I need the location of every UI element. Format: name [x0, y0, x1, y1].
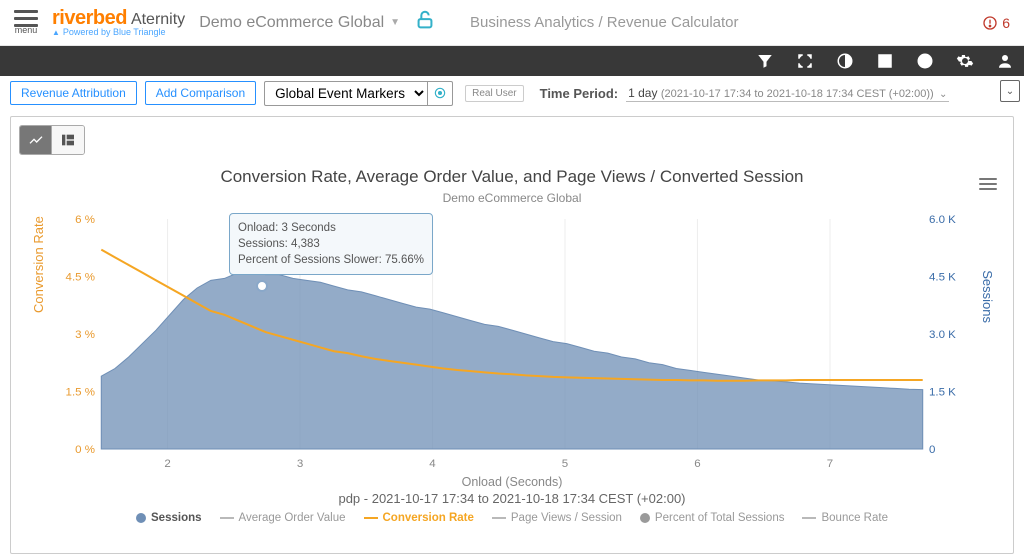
svg-text:1.5 K: 1.5 K [929, 387, 956, 399]
chart-menu-icon[interactable] [979, 175, 997, 193]
svg-text:5: 5 [562, 458, 568, 470]
location-pin-icon[interactable] [427, 81, 452, 106]
film-icon[interactable] [876, 52, 894, 70]
y-axis-left-title: Conversion Rate [31, 216, 46, 313]
chart-hover-marker [256, 280, 268, 292]
fullscreen-icon[interactable] [796, 52, 814, 70]
panel-options-dropdown[interactable]: ⌄ [1000, 80, 1020, 102]
chart-subtitle: Demo eCommerce Global [21, 191, 1003, 205]
top-bar: menu riverbed Aternity Powered by Blue T… [0, 0, 1024, 46]
chart-legend: Sessions Average Order Value Conversion Ra… [21, 512, 1003, 524]
x-axis-title: Onload (Seconds) [21, 475, 1003, 489]
time-period-value[interactable]: 1 day (2021-10-17 17:34 to 2021-10-18 17… [626, 85, 949, 102]
legend-item[interactable]: Bounce Rate [802, 512, 888, 524]
view-toggle [19, 125, 85, 155]
svg-text:2: 2 [164, 458, 170, 470]
toolbar [0, 46, 1024, 76]
app-name-label: Demo eCommerce Global [199, 14, 384, 32]
svg-text:4.5 %: 4.5 % [66, 272, 95, 284]
legend-item[interactable]: Conversion Rate [364, 512, 474, 524]
svg-text:3.0 K: 3.0 K [929, 329, 956, 341]
help-icon[interactable] [916, 52, 934, 70]
brand-logo: riverbed [52, 8, 127, 28]
legend-item[interactable]: Percent of Total Sessions [640, 512, 785, 524]
svg-text:7: 7 [827, 458, 833, 470]
brand: riverbed Aternity Powered by Blue Triang… [52, 8, 185, 37]
legend-item[interactable]: Page Views / Session [492, 512, 622, 524]
chart-view-button[interactable] [20, 126, 52, 154]
svg-text:0 %: 0 % [75, 444, 95, 456]
filter-bar: Revenue Attribution Add Comparison Globa… [0, 76, 1024, 110]
x-axis-subtitle: pdp - 2021-10-17 17:34 to 2021-10-18 17:… [21, 491, 1003, 506]
contrast-icon[interactable] [836, 52, 854, 70]
event-marker-select-wrap: Global Event Markers [264, 81, 453, 106]
svg-text:1.5 %: 1.5 % [66, 387, 95, 399]
gear-icon[interactable] [956, 52, 974, 70]
menu-button-wrap[interactable]: menu [14, 10, 38, 35]
chart-panel: Conversion Rate, Average Order Value, an… [10, 116, 1014, 554]
alert-count: 6 [1002, 15, 1010, 31]
legend-item[interactable]: Average Order Value [220, 512, 346, 524]
real-user-badge[interactable]: Real User [465, 85, 523, 102]
event-marker-select[interactable]: Global Event Markers [265, 83, 427, 104]
chart-tooltip: Onload: 3 Seconds Sessions: 4,383 Percen… [229, 213, 433, 275]
filter-icon[interactable] [756, 52, 774, 70]
svg-text:4: 4 [429, 458, 435, 470]
svg-text:3 %: 3 % [75, 329, 95, 341]
lock-open-icon[interactable] [414, 9, 436, 36]
breadcrumb: Business Analytics / Revenue Calculator [470, 14, 738, 31]
legend-item[interactable]: Sessions [136, 512, 202, 524]
time-period-label: Time Period: [540, 86, 619, 101]
brand-product: Aternity [131, 12, 185, 28]
chart-title: Conversion Rate, Average Order Value, an… [21, 167, 1003, 187]
y-axis-right-title: Sessions [980, 270, 995, 323]
menu-label: menu [14, 25, 38, 35]
svg-text:6: 6 [694, 458, 700, 470]
svg-text:0: 0 [929, 444, 935, 456]
alert-indicator[interactable]: 6 [982, 15, 1010, 31]
app-selector[interactable]: Demo eCommerce Global ▼ [199, 14, 400, 32]
svg-text:6.0 K: 6.0 K [929, 214, 956, 226]
chart-area: Conversion Rate Sessions 0 %1.5 %3 %4.5 … [51, 213, 973, 473]
chevron-down-icon: ⌄ [939, 89, 947, 100]
svg-text:6 %: 6 % [75, 214, 95, 226]
table-view-button[interactable] [52, 126, 84, 154]
revenue-attribution-button[interactable]: Revenue Attribution [10, 81, 137, 105]
add-comparison-button[interactable]: Add Comparison [145, 81, 256, 105]
brand-subtitle: Powered by Blue Triangle [52, 28, 185, 37]
chevron-down-icon: ▼ [390, 17, 400, 28]
chart-svg: 0 % 1.5 % 3 % 4.5 % 6 % 0 1.5 K 3.0 K 4.5 K 6.0 K… [51, 213, 973, 473]
svg-text:4.5 K: 4.5 K [929, 272, 956, 284]
user-icon[interactable] [996, 52, 1014, 70]
svg-text:3: 3 [297, 458, 303, 470]
